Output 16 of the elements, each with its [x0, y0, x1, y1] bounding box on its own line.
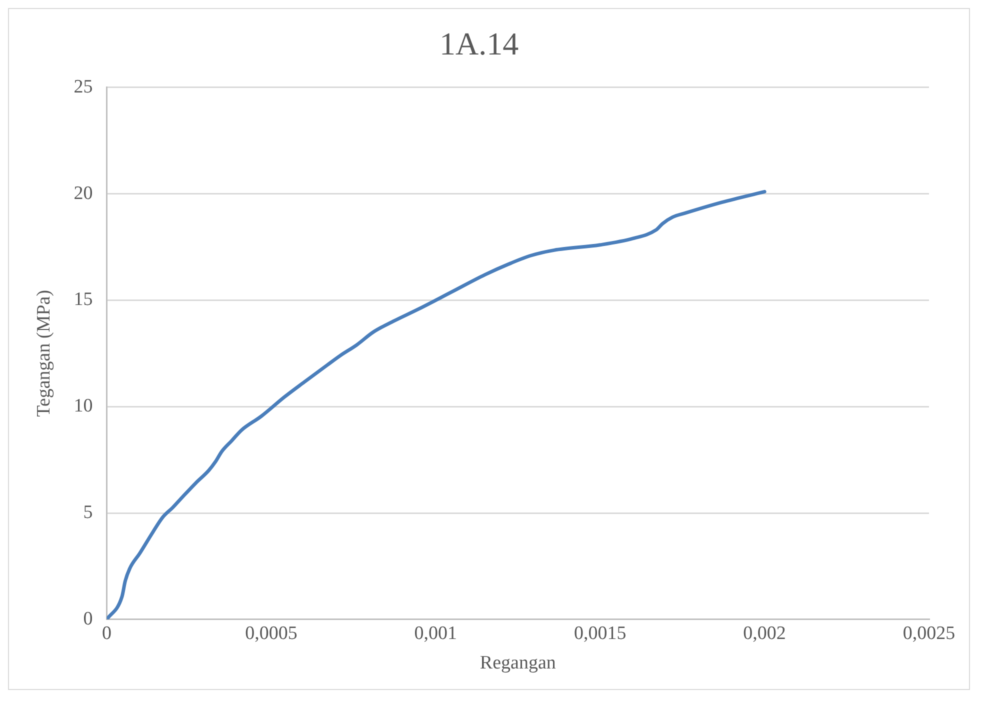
x-tick-label: 0,0025: [902, 622, 956, 644]
x-tick-label: 0,002: [743, 622, 786, 644]
y-tick-label: 20: [74, 182, 93, 204]
y-tick-label: 5: [83, 502, 93, 523]
y-tick-label: 15: [74, 289, 93, 310]
y-tick-label: 10: [74, 396, 93, 417]
chart-title: 1A.14: [439, 26, 519, 62]
x-tick-label: 0,0005: [245, 622, 298, 644]
x-tick-label: 0,0015: [574, 622, 626, 644]
y-axis-title: Tegangan (MPa): [33, 290, 54, 417]
y-tick-label: 25: [74, 76, 93, 98]
x-tick-label: 0,001: [414, 622, 458, 644]
y-tick-label: 0: [83, 608, 93, 630]
x-tick-label: 0: [102, 622, 112, 644]
line-series: [106, 190, 766, 620]
x-axis-title: Regangan: [480, 652, 556, 674]
